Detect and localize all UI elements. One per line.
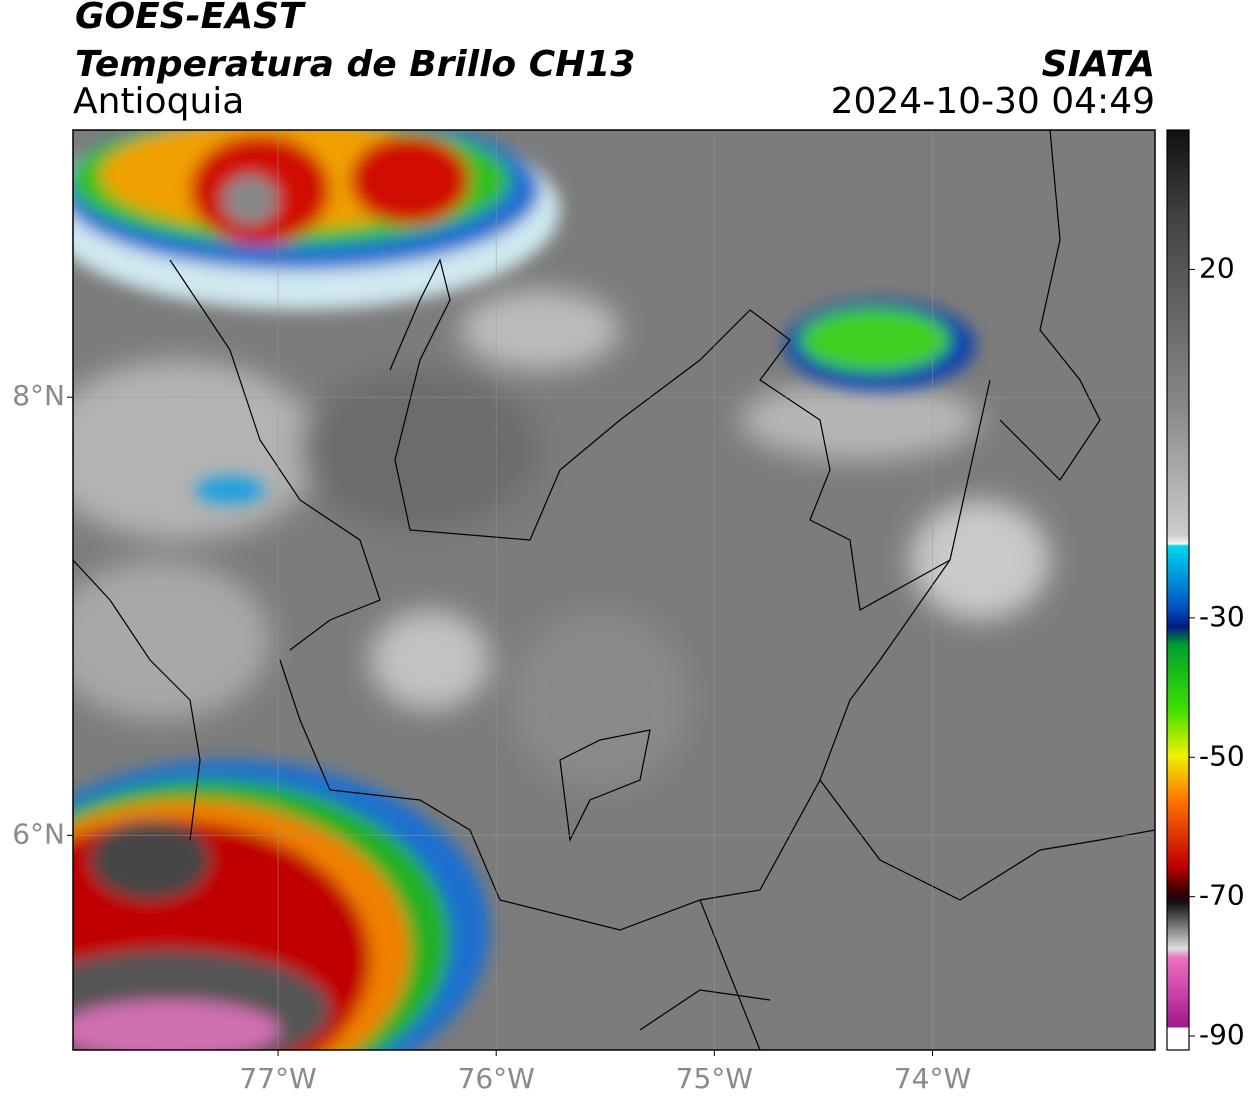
colorbar-tick-label: -30 <box>1199 600 1245 633</box>
source: SIATA <box>1042 44 1155 85</box>
region: Antioquia <box>73 81 244 122</box>
subtitle: Temperatura de Brillo CH13 <box>75 44 635 85</box>
x-tick-label: 77°W <box>239 1062 316 1095</box>
x-tick-label: 74°W <box>894 1062 971 1095</box>
title: GOES-EAST <box>75 0 306 37</box>
borders <box>73 130 1155 1050</box>
grid <box>73 130 1155 1050</box>
colorbar <box>1166 129 1190 1051</box>
y-tick-label: 6°N <box>12 817 65 850</box>
colorbar-tick-label: -50 <box>1199 739 1245 772</box>
x-tick-label: 76°W <box>458 1062 535 1095</box>
colorbar-tick-label: -90 <box>1199 1018 1245 1051</box>
map-image <box>73 130 1155 1050</box>
x-tick-label: 75°W <box>676 1062 753 1095</box>
map-frame <box>72 129 1156 1051</box>
y-tick-label: 8°N <box>12 379 65 412</box>
colorbar-tick-label: 20 <box>1199 251 1235 284</box>
datetime: 2024-10-30 04:49 <box>831 81 1155 122</box>
colorbar-tick-label: -70 <box>1199 879 1245 912</box>
